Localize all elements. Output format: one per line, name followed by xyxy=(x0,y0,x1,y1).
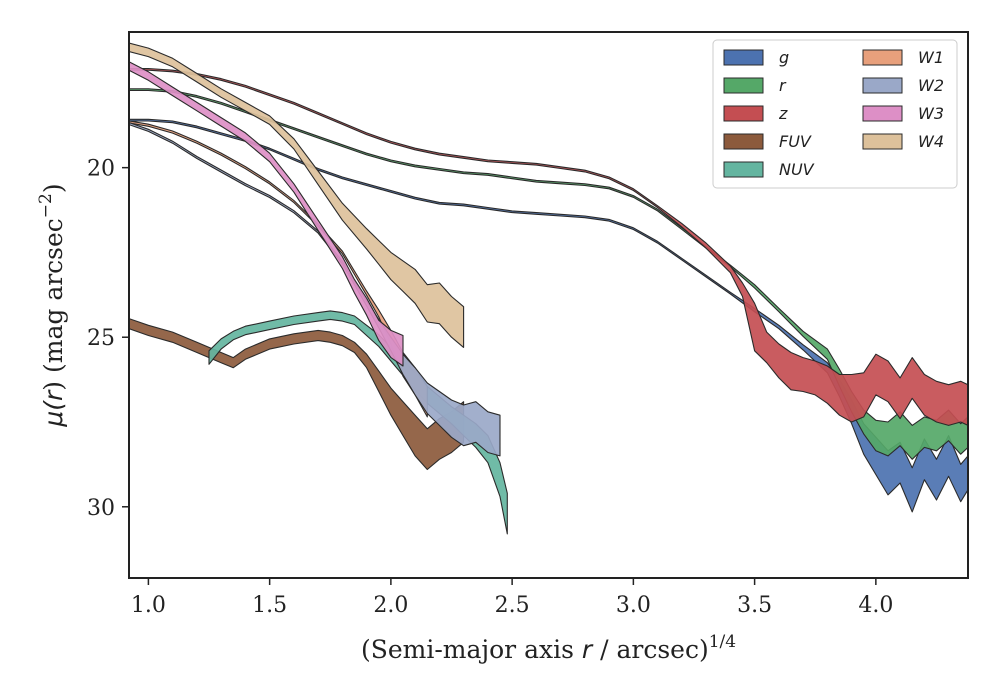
plot-frame xyxy=(128,31,969,579)
band-fuv xyxy=(129,318,465,471)
y-tick-label: 25 xyxy=(87,326,115,351)
x-axis-label-rest: / arcsec) xyxy=(592,635,709,664)
legend-swatch-nuv xyxy=(723,161,764,178)
legend-label-g: g xyxy=(779,48,789,67)
x-tick-label: 1.0 xyxy=(131,593,166,618)
x-axis-label-main: (Semi-major axis xyxy=(361,635,582,664)
x-tick-label: 3.5 xyxy=(737,593,772,618)
x-tick-label: 4.0 xyxy=(858,593,893,618)
y-tick-label: 30 xyxy=(87,496,115,521)
y-axis-label-close: ) xyxy=(39,183,68,193)
legend-swatch-w1 xyxy=(862,49,903,66)
legend-swatch-w2 xyxy=(862,77,903,94)
legend-label-fuv: FUV xyxy=(779,132,812,151)
legend-label-w3: W3 xyxy=(918,104,944,123)
y-axis-label-exponent: −2 xyxy=(36,193,56,218)
legend: grz FUV NUV W1 W2 W3 W4 xyxy=(712,39,958,189)
band-area-series xyxy=(129,42,968,535)
legend-label-r: r xyxy=(779,76,787,95)
legend-swatch-fuv xyxy=(723,133,764,150)
band-w4 xyxy=(129,42,465,348)
legend-swatch-w3 xyxy=(862,105,903,122)
x-axis-label-exponent: 1/4 xyxy=(709,632,736,652)
legend-label-w1: W1 xyxy=(918,48,944,67)
band-r xyxy=(129,88,968,460)
legend-box xyxy=(712,39,958,189)
x-tick-label: 1.5 xyxy=(252,593,287,618)
y-tick-label: 20 xyxy=(87,157,115,182)
x-tick-label: 2.5 xyxy=(495,593,530,618)
band-g xyxy=(129,118,968,513)
x-tick-label: 2.0 xyxy=(373,593,408,618)
y-axis-label-mid: ) (mag arcsec xyxy=(39,218,68,391)
band-w3 xyxy=(129,61,404,367)
legend-swatch-z xyxy=(723,105,764,122)
legend-label-w2: W2 xyxy=(918,76,944,95)
band-nuv xyxy=(208,310,508,535)
y-axis-label: μ(r) (mag arcsec−2) xyxy=(36,183,68,427)
band-z xyxy=(129,67,968,426)
band-w1 xyxy=(129,120,428,418)
x-axis-label-var: r xyxy=(582,635,594,664)
legend-label-w4: W4 xyxy=(918,132,944,151)
x-tick-label: 3.0 xyxy=(616,593,651,618)
x-axis-ticks: 1.0 1.5 2.0 2.5 3.0 3.5 4.0 xyxy=(131,578,893,618)
legend-label-nuv: NUV xyxy=(779,160,815,179)
legend-swatch-w4 xyxy=(862,133,903,150)
y-axis-label-mu: μ( xyxy=(39,400,68,428)
band-w2 xyxy=(129,121,501,457)
legend-label-z: z xyxy=(778,104,788,123)
legend-swatch-g xyxy=(723,49,764,66)
legend-swatch-r xyxy=(723,77,764,94)
y-axis-label-var: r xyxy=(39,389,68,401)
x-axis-label: (Semi-major axis r / arcsec)1/4 xyxy=(361,632,736,664)
y-axis-ticks: 20 25 30 xyxy=(87,157,129,521)
